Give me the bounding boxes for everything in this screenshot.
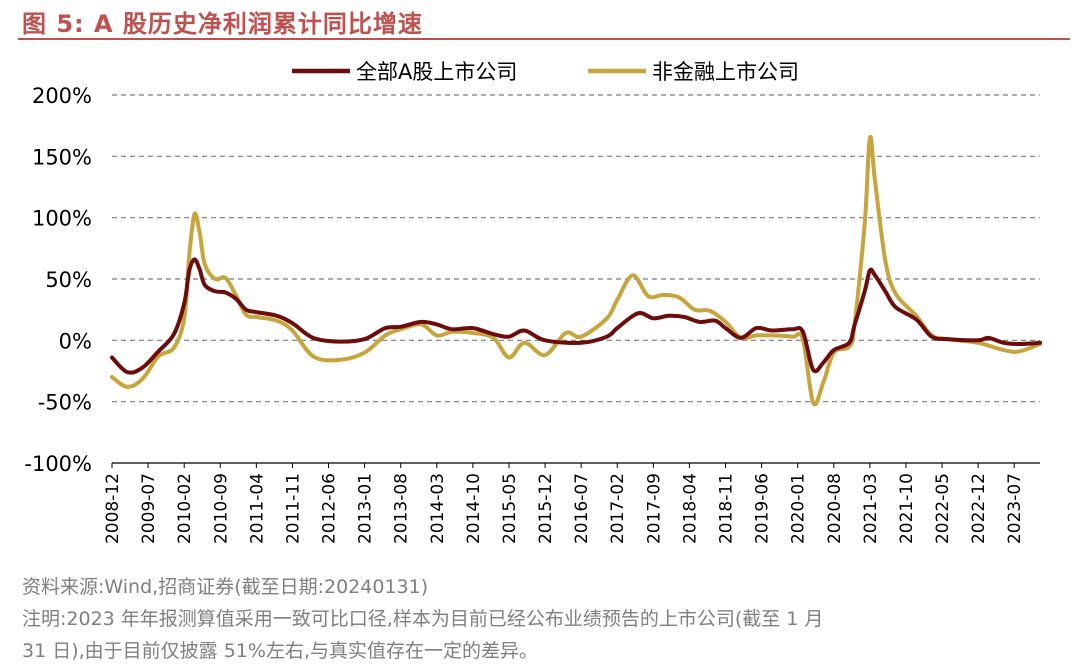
y-tick-label: 50% [45, 268, 92, 292]
x-tick-label: 2014-03 [428, 473, 448, 544]
x-tick-label: 2019-06 [753, 473, 773, 544]
x-tick-label: 2020-08 [825, 473, 845, 544]
x-tick-label: 2010-09 [211, 473, 231, 544]
y-tick-label: 0% [59, 329, 92, 353]
grid-lines [112, 94, 1040, 403]
series-line-2 [110, 134, 1042, 407]
legend-label-1: 全部A股上市公司 [356, 60, 517, 84]
legend-label-2: 非金融上市公司 [652, 60, 799, 84]
x-tick-label: 2017-02 [608, 473, 628, 544]
line-chart: 200% 150% 100% 50% 0% -50% -100% 2008-12 2009-0… [24, 60, 1042, 544]
x-tick-label: 2018-04 [680, 473, 700, 544]
x-tick-label: 2011-11 [283, 473, 303, 544]
x-tick-label: 2022-05 [933, 473, 953, 544]
x-axis-ticks: 2008-12 2009-07 2010-02 2010-09 2011-04 2011-… [103, 462, 1040, 544]
x-tick-label: 2014-10 [464, 473, 484, 544]
x-tick-label: 2010-02 [175, 473, 195, 544]
x-tick-label: 2008-12 [103, 473, 123, 544]
footnote-line-2: 31 日),由于目前仅披露 51%左右,与真实值存在一定的差异。 [22, 640, 538, 662]
x-tick-label: 2020-01 [789, 473, 809, 544]
series-lines [110, 134, 1042, 407]
x-tick-label: 2022-12 [969, 473, 989, 544]
y-axis-ticks: 200% 150% 100% 50% 0% -50% -100% [24, 84, 92, 476]
x-tick-label: 2013-01 [356, 473, 376, 544]
x-tick-label: 2015-12 [536, 473, 556, 544]
x-tick-label: 2017-09 [644, 473, 664, 544]
y-tick-label: -100% [24, 452, 92, 476]
x-tick-label: 2015-05 [500, 473, 520, 544]
y-tick-label: 150% [32, 145, 92, 169]
x-tick-label: 2009-07 [139, 473, 159, 544]
legend: 全部A股上市公司 非金融上市公司 [292, 60, 799, 84]
footnote-line-1: 注明:2023 年年报测算值采用一致可比口径,样本为目前已经公布业绩预告的上市公… [22, 608, 824, 630]
x-tick-label: 2021-10 [897, 473, 917, 544]
x-tick-label: 2012-06 [320, 473, 340, 544]
title-divider [18, 38, 1070, 40]
y-tick-label: 100% [32, 207, 92, 231]
x-tick-label: 2018-11 [717, 473, 737, 544]
x-tick-label: 2021-03 [861, 473, 881, 544]
x-tick-label: 2016-07 [572, 473, 592, 544]
x-tick-label: 2011-04 [247, 473, 267, 544]
x-tick-label: 2013-08 [392, 473, 412, 544]
source-note: 资料来源:Wind,招商证券(截至日期:20240131) [22, 576, 429, 598]
y-tick-label: -50% [38, 391, 92, 415]
figure-title: 图 5: A 股历史净利润累计同比增速 [22, 10, 423, 38]
series-line-1 [110, 257, 1042, 375]
y-tick-label: 200% [32, 84, 92, 108]
x-tick-label: 2023-07 [1005, 473, 1025, 544]
